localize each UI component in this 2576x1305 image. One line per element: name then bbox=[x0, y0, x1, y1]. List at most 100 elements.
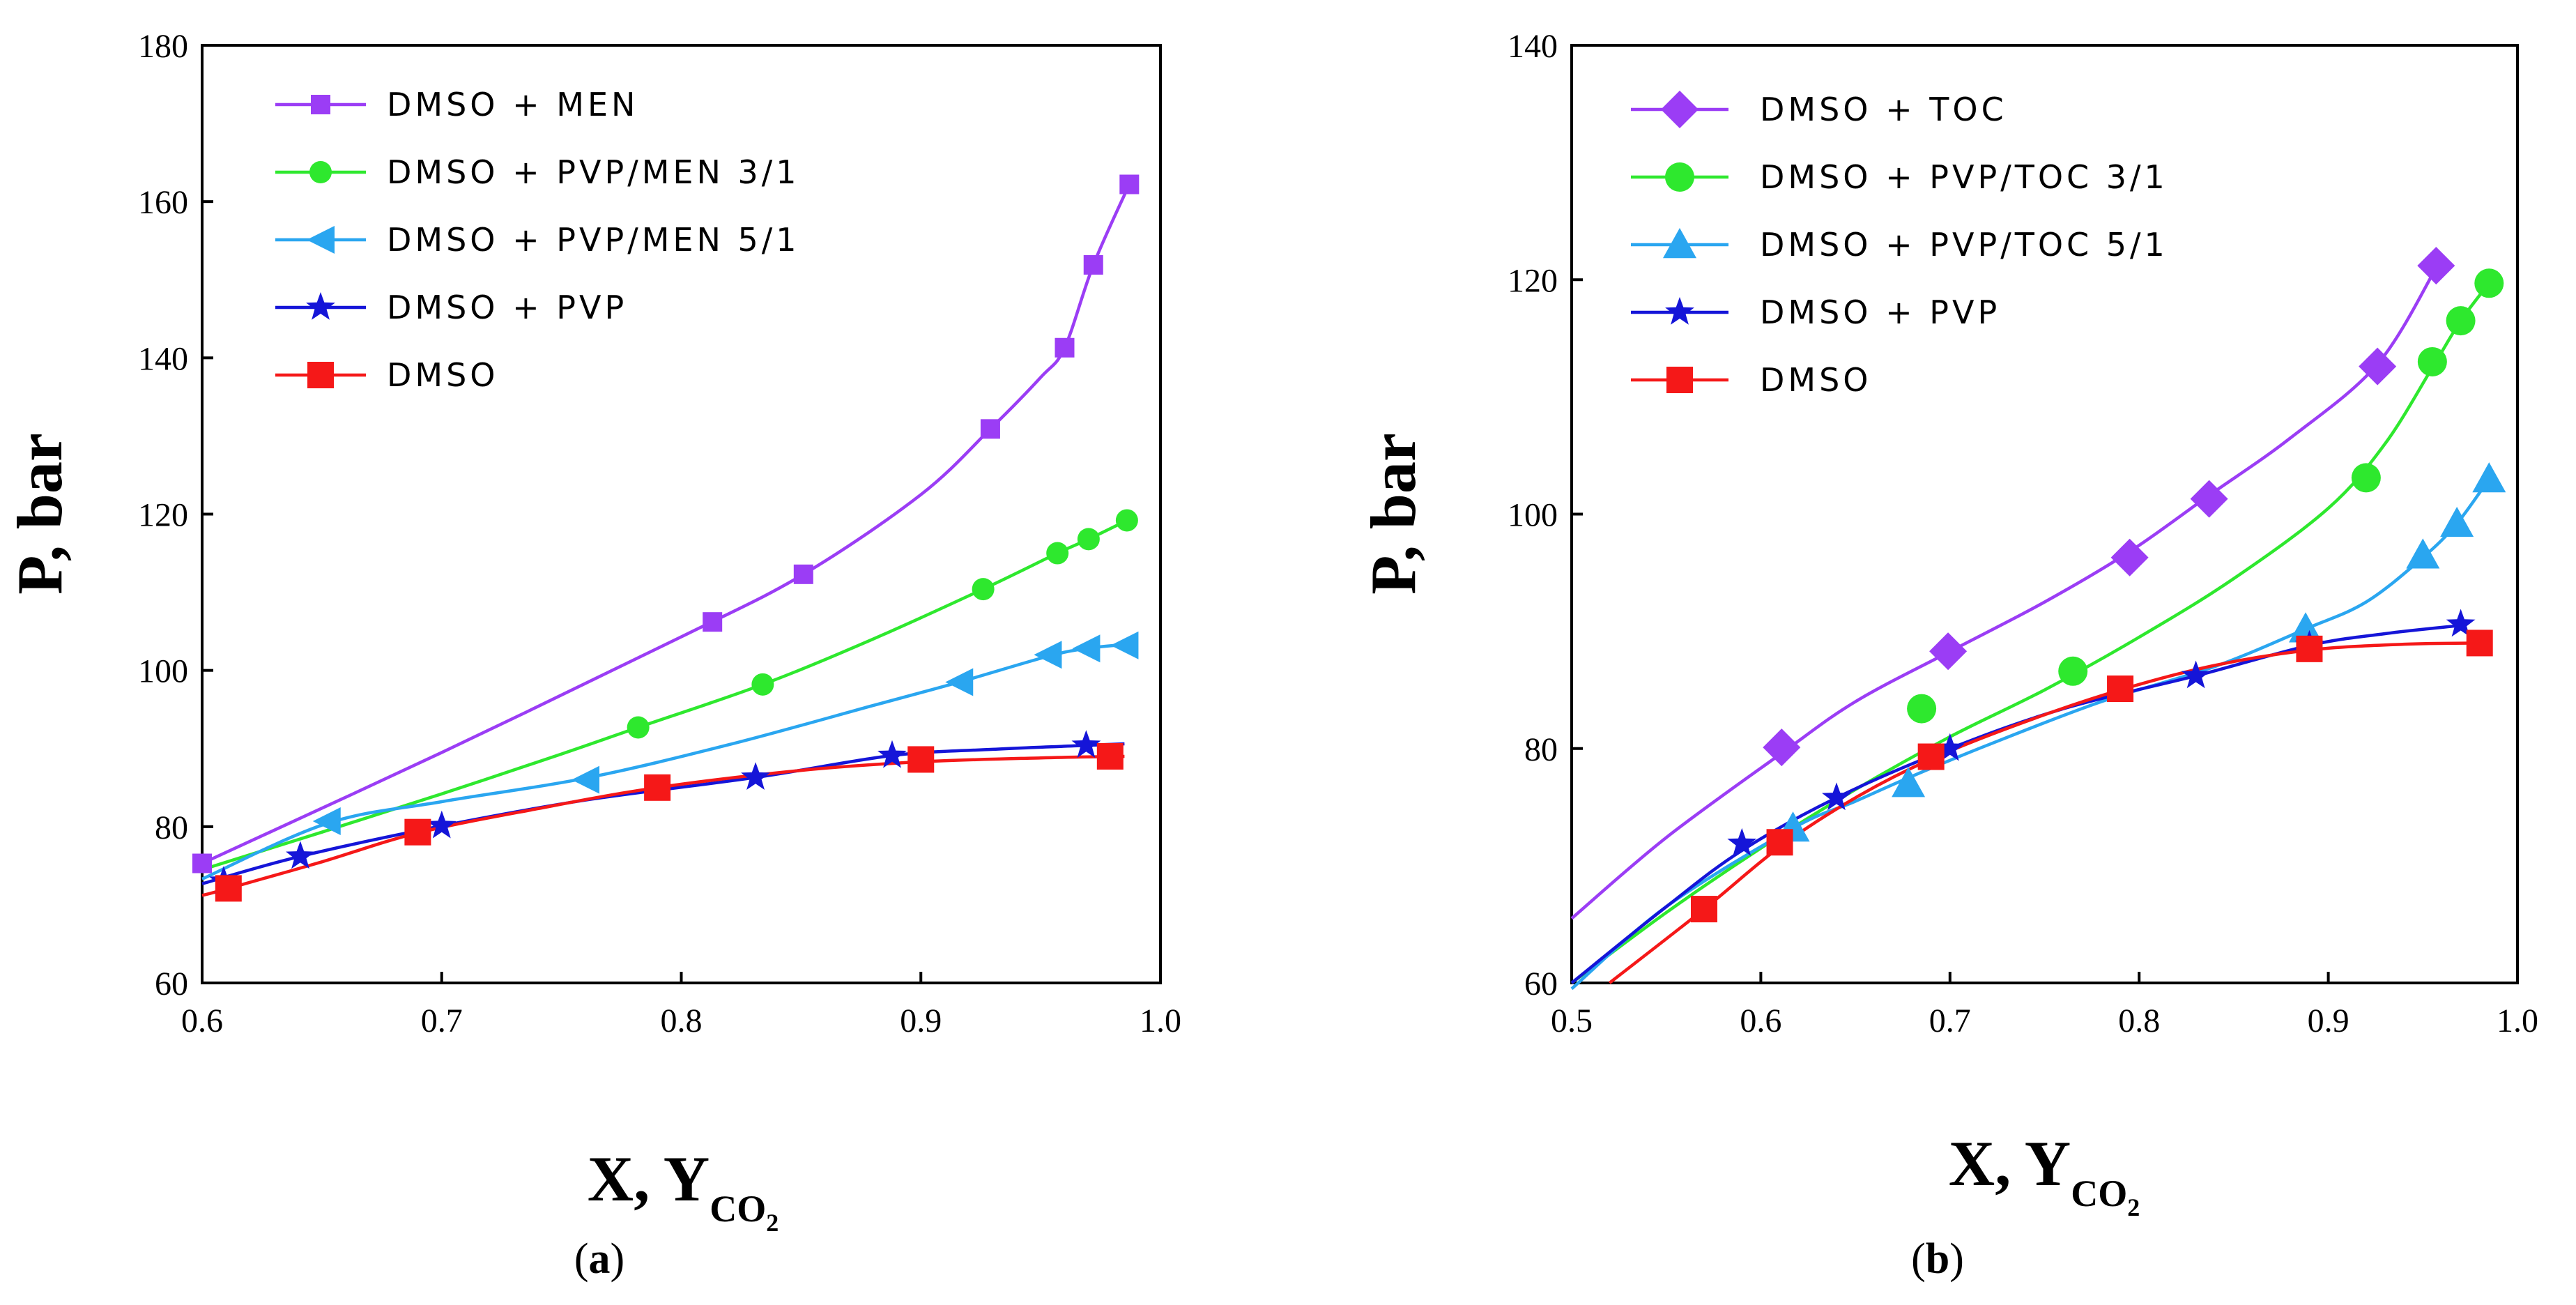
caption-b-close: ) bbox=[1949, 1235, 1964, 1283]
caption-a: (a) bbox=[574, 1235, 624, 1283]
data-point bbox=[2474, 268, 2504, 298]
legend-entry-label: DMSO bbox=[387, 356, 499, 394]
caption-a-open: ( bbox=[574, 1235, 589, 1283]
legend-entry-label: DMSO + PVP bbox=[387, 289, 627, 326]
legend-marker bbox=[311, 95, 330, 114]
legend-b: DMSO + TOC DMSO + PVP/TOC 3/1 DMSO + PVP/T… bbox=[1631, 91, 2168, 399]
data-point bbox=[1055, 337, 1075, 358]
data-point bbox=[644, 774, 671, 801]
caption-a-close: ) bbox=[611, 1235, 625, 1283]
data-point bbox=[1072, 634, 1101, 663]
y-tick-label: 100 bbox=[138, 653, 188, 690]
caption-b-open: ( bbox=[1911, 1235, 1926, 1283]
x-axis-label-sub-a: CO bbox=[710, 1188, 766, 1230]
chart-panel-b: 0.5 0.6 0.7 0.8 0.9 1.0 60 80 100 120 140 DMSO + T… bbox=[1358, 28, 2538, 1221]
legend-marker bbox=[1665, 297, 1694, 325]
data-point bbox=[2406, 538, 2440, 569]
data-point bbox=[1046, 542, 1069, 565]
series-line bbox=[1570, 623, 2461, 984]
x-tick-label: 0.8 bbox=[661, 1002, 703, 1039]
legend-marker bbox=[1661, 91, 1699, 128]
data-point bbox=[1083, 254, 1103, 275]
x-tick-label: 1.0 bbox=[2497, 1002, 2538, 1039]
axis-ticks-a: 0.6 0.7 0.8 0.9 1.0 60 80 100 120 140 160 180 bbox=[138, 28, 1181, 1039]
legend-a: DMSO + MEN DMSO + PVP/MEN 3/1 DMSO + PVP/M… bbox=[275, 86, 800, 394]
data-point bbox=[2296, 635, 2323, 662]
data-point bbox=[286, 841, 315, 869]
data-point bbox=[945, 668, 974, 696]
data-point bbox=[2190, 480, 2228, 518]
x-tick-label: 0.7 bbox=[421, 1002, 463, 1039]
series-line bbox=[201, 183, 1131, 865]
y-tick-label: 80 bbox=[1524, 731, 1558, 768]
x-tick-label: 0.5 bbox=[1551, 1002, 1593, 1039]
legend-entry-label: DMSO + PVP/TOC 5/1 bbox=[1760, 226, 2168, 264]
data-point bbox=[215, 875, 242, 902]
data-point bbox=[2440, 506, 2474, 537]
y-tick-label: 120 bbox=[1508, 262, 1558, 299]
x-axis-label-sub-b: CO bbox=[2071, 1173, 2127, 1214]
data-point bbox=[703, 612, 723, 632]
legend-entry-label: DMSO + PVP/MEN 5/1 bbox=[387, 221, 800, 259]
legend-marker bbox=[307, 362, 334, 388]
data-point bbox=[1096, 742, 1124, 770]
series-line bbox=[1570, 282, 2491, 984]
legend-marker bbox=[307, 226, 335, 254]
data-point bbox=[1907, 694, 1937, 724]
data-point bbox=[1763, 728, 1801, 767]
legend-entry-label: DMSO + MEN bbox=[387, 86, 638, 123]
y-tick-label: 60 bbox=[1524, 966, 1558, 1002]
data-point bbox=[1034, 641, 1062, 669]
data-point bbox=[427, 810, 457, 839]
y-axis-label-a: P, bar bbox=[4, 433, 75, 595]
x-axis-label-sub2-b: 2 bbox=[2127, 1193, 2140, 1221]
x-tick-label: 0.9 bbox=[900, 1002, 942, 1039]
series-line bbox=[1570, 478, 2491, 991]
legend-entry-label: DMSO + PVP/TOC 3/1 bbox=[1760, 158, 2168, 196]
x-tick-label: 0.7 bbox=[1929, 1002, 1971, 1039]
legend-entry-label: DMSO bbox=[1760, 361, 1872, 399]
legend-entry-label: DMSO + PVP/MEN 3/1 bbox=[387, 153, 800, 191]
x-axis-label-main-a: X, Y bbox=[588, 1143, 710, 1214]
data-point bbox=[2446, 306, 2476, 336]
data-point bbox=[2058, 656, 2088, 686]
data-point bbox=[192, 853, 212, 873]
series-line bbox=[1570, 267, 2438, 920]
caption-a-letter: a bbox=[589, 1235, 611, 1283]
series-line bbox=[201, 742, 1125, 885]
data-point bbox=[1119, 174, 1140, 194]
data-point bbox=[1935, 733, 1965, 761]
data-point bbox=[907, 746, 935, 773]
data-point bbox=[1892, 767, 1926, 798]
legend-marker bbox=[306, 292, 335, 320]
y-axis-label-b: P, bar bbox=[1358, 433, 1429, 595]
y-tick-label: 160 bbox=[138, 184, 188, 221]
caption-b: (b) bbox=[1911, 1235, 1964, 1283]
data-point bbox=[877, 740, 907, 768]
legend-marker bbox=[309, 161, 332, 183]
data-point bbox=[1766, 829, 1793, 856]
axis-ticks-b: 0.5 0.6 0.7 0.8 0.9 1.0 60 80 100 120 140 bbox=[1508, 28, 2538, 1039]
data-point bbox=[404, 818, 431, 846]
legend-entry-label: DMSO + TOC bbox=[1760, 91, 2007, 128]
data-point bbox=[2107, 676, 2134, 703]
series-markers-a bbox=[192, 174, 1140, 902]
y-tick-label: 180 bbox=[138, 28, 188, 65]
x-axis-label-main-b: X, Y bbox=[1949, 1128, 2071, 1199]
data-point bbox=[627, 716, 650, 739]
data-point bbox=[2417, 346, 2447, 376]
data-point bbox=[1917, 743, 1945, 770]
caption-b-letter: b bbox=[1926, 1235, 1949, 1283]
data-point bbox=[1929, 632, 1968, 671]
data-point bbox=[1727, 827, 1757, 856]
data-point bbox=[2359, 347, 2397, 386]
series-line bbox=[1608, 641, 2480, 984]
y-tick-label: 140 bbox=[1508, 28, 1558, 65]
x-tick-label: 0.6 bbox=[181, 1002, 223, 1039]
x-axis-label-sub2-a: 2 bbox=[766, 1209, 779, 1237]
x-tick-label: 0.9 bbox=[2308, 1002, 2349, 1039]
x-axis-label-a: X, YCO2 bbox=[588, 1143, 779, 1237]
series-line bbox=[201, 754, 1125, 897]
data-point bbox=[793, 564, 813, 584]
